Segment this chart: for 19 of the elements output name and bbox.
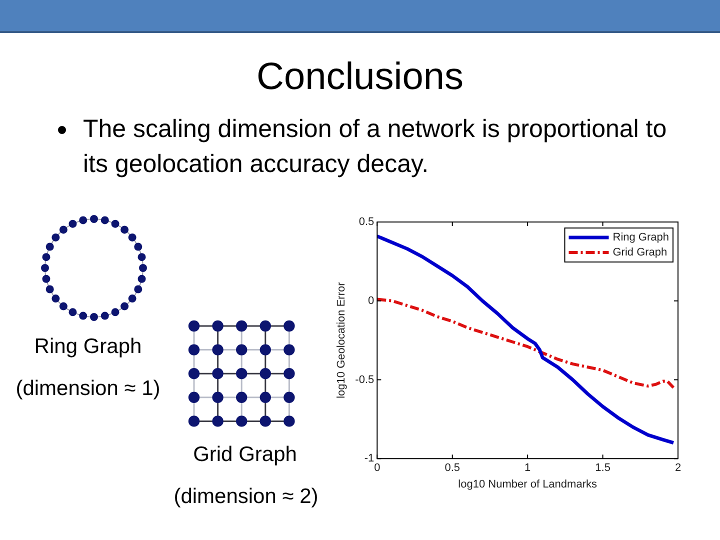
x-tick-label: 1: [524, 462, 531, 474]
chart-title: Conclusions: [256, 55, 464, 100]
text: (dimension ≈ 1): [16, 376, 160, 402]
text: (dimension ≈ 2): [174, 484, 318, 510]
legend-label: Grid Graph: [612, 246, 668, 259]
y-tick-label: 0: [368, 294, 374, 307]
text: Grid Graph: [193, 442, 297, 468]
x-tick-label: 1.5: [595, 462, 610, 474]
x-tick-label: 2: [674, 462, 682, 474]
line-series: [377, 298, 675, 390]
y-tick-label: -1: [364, 452, 374, 465]
chart-subtitle: The scaling dimension of a network is proportional to its geolocation accuracy decay.: [83, 114, 668, 180]
x-tick-label: 0.5: [444, 462, 460, 474]
legend-label: Ring Graph: [612, 232, 670, 244]
y-tick-label: -0.5: [355, 374, 374, 386]
x-axis-title: log10 Number of Landmarks: [458, 478, 598, 490]
y-axis-title: log10 Geolocation Error: [336, 282, 348, 398]
text: Ring Graph: [34, 334, 142, 360]
y-tick-label: 0.5: [358, 216, 374, 228]
